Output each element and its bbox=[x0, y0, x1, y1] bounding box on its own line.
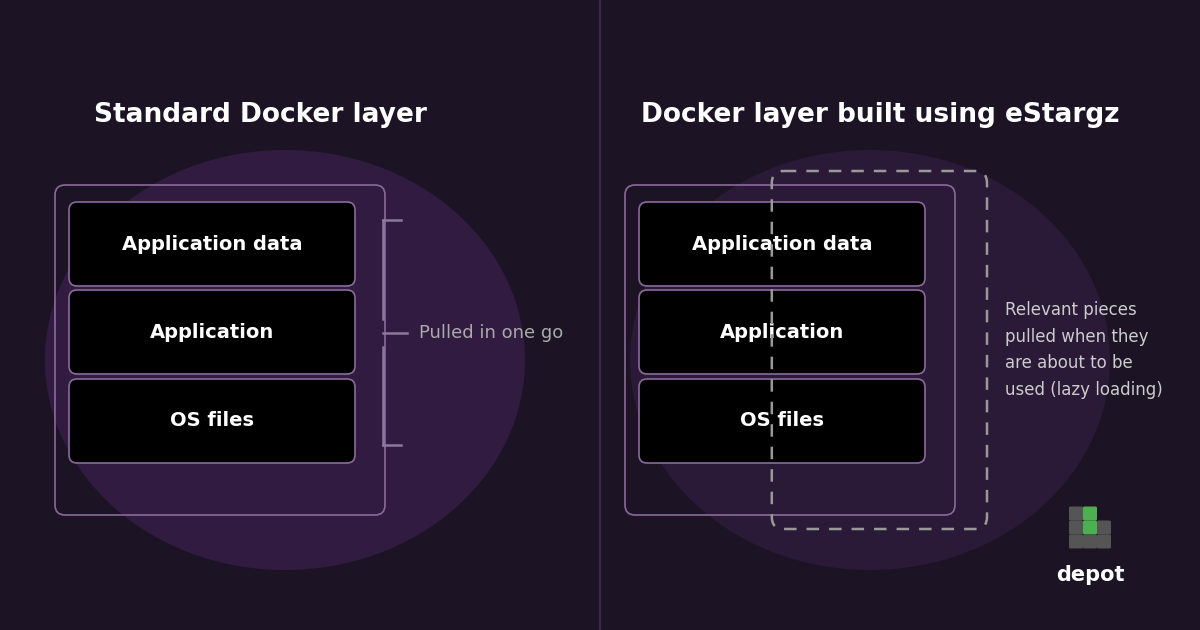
FancyBboxPatch shape bbox=[1084, 507, 1097, 520]
FancyBboxPatch shape bbox=[1097, 520, 1111, 534]
FancyBboxPatch shape bbox=[640, 202, 925, 286]
Text: Standard Docker layer: Standard Docker layer bbox=[94, 102, 426, 128]
FancyBboxPatch shape bbox=[1097, 534, 1111, 549]
Text: Docker layer built using eStargz: Docker layer built using eStargz bbox=[641, 102, 1120, 128]
Ellipse shape bbox=[630, 150, 1110, 570]
Text: depot: depot bbox=[1056, 565, 1124, 585]
Text: Application data: Application data bbox=[121, 234, 302, 253]
Text: Application: Application bbox=[720, 323, 844, 341]
FancyBboxPatch shape bbox=[640, 379, 925, 463]
FancyBboxPatch shape bbox=[1084, 534, 1097, 549]
Text: Relevant pieces
pulled when they
are about to be
used (lazy loading): Relevant pieces pulled when they are abo… bbox=[1006, 301, 1163, 399]
FancyBboxPatch shape bbox=[1084, 520, 1097, 534]
Text: Application: Application bbox=[150, 323, 274, 341]
Ellipse shape bbox=[46, 150, 526, 570]
FancyBboxPatch shape bbox=[1069, 507, 1084, 520]
FancyBboxPatch shape bbox=[1069, 520, 1084, 534]
FancyBboxPatch shape bbox=[640, 290, 925, 374]
Text: Application data: Application data bbox=[691, 234, 872, 253]
FancyBboxPatch shape bbox=[1069, 534, 1084, 549]
Text: OS files: OS files bbox=[170, 411, 254, 430]
Text: Pulled in one go: Pulled in one go bbox=[419, 323, 563, 341]
FancyBboxPatch shape bbox=[70, 379, 355, 463]
FancyBboxPatch shape bbox=[70, 290, 355, 374]
Text: OS files: OS files bbox=[740, 411, 824, 430]
FancyBboxPatch shape bbox=[70, 202, 355, 286]
